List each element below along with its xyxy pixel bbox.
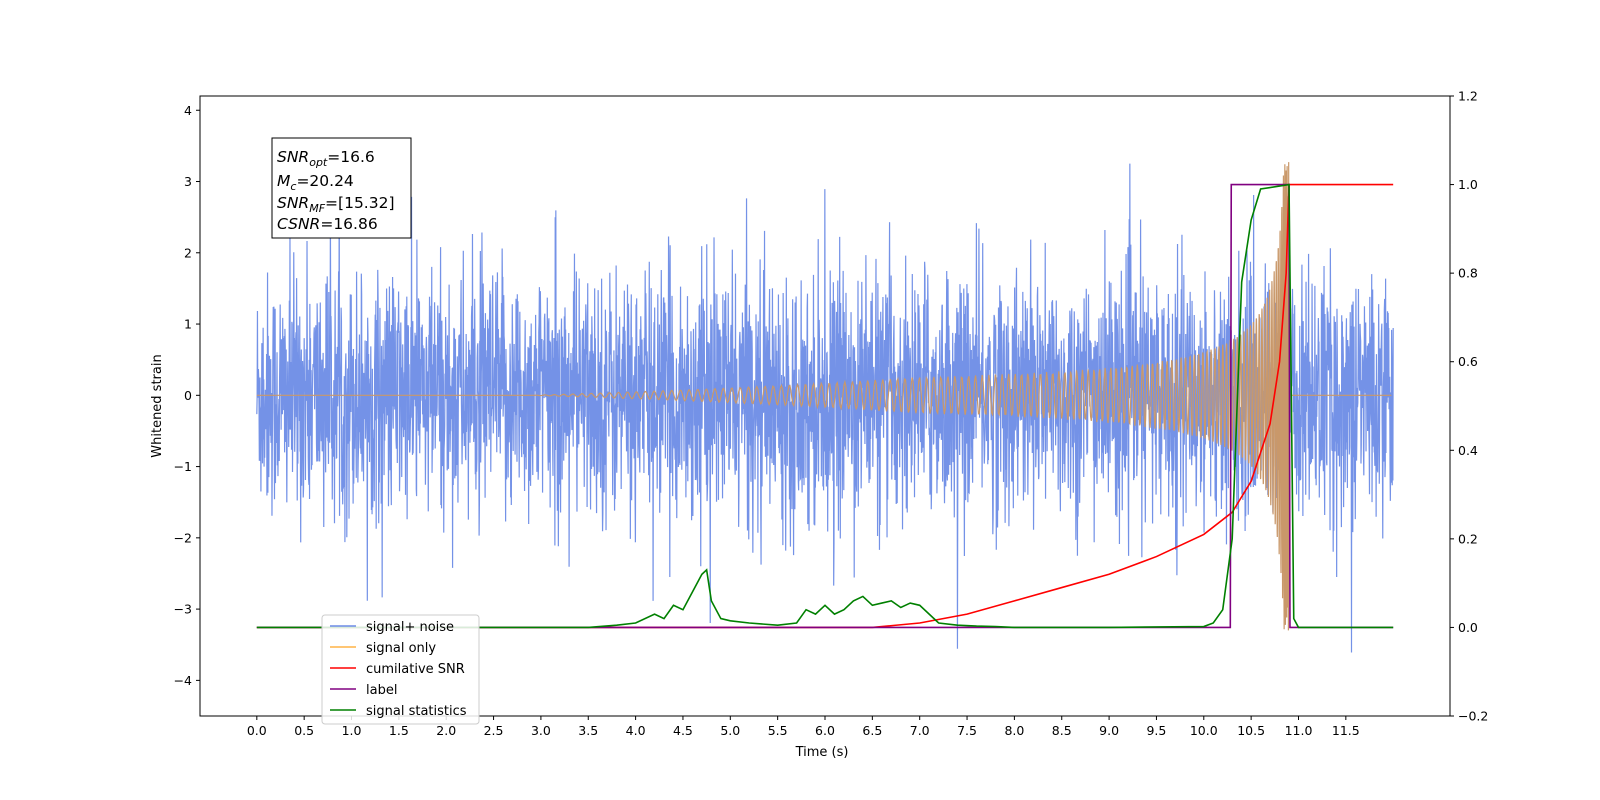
y2-tick-label: −0.2: [1458, 709, 1488, 724]
x-tick-label: 8.0: [1004, 723, 1024, 738]
y-tick-label: 2: [184, 245, 192, 260]
x-tick-label: 1.5: [389, 723, 409, 738]
y2-tick-label: 0.8: [1458, 266, 1478, 281]
annotation-csnr: CSNR=16.86: [277, 215, 378, 233]
y-tick-label: −2: [174, 530, 192, 545]
x-tick-label: 7.5: [957, 723, 977, 738]
y2-tick-label: 0.6: [1458, 354, 1478, 369]
x-tick-label: 2.5: [484, 723, 504, 738]
y-axis-left: −4 −3 −2 −1 0 1 2 3 4: [174, 103, 200, 688]
x-tick-label: 6.0: [815, 723, 835, 738]
x-tick-label: 0.5: [294, 723, 314, 738]
x-tick-label: 2.0: [436, 723, 456, 738]
annotation-box: SNRopt=16.6 Mc=20.24 SNRMF=[15.32] CSNR=…: [271, 137, 412, 239]
y-tick-label: 0: [184, 388, 192, 403]
series-signal-only: [256, 162, 1392, 631]
y-tick-label: −1: [174, 459, 192, 474]
x-tick-label: 9.5: [1146, 723, 1166, 738]
x-tick-label: 9.0: [1099, 723, 1119, 738]
y2-tick-label: 0.2: [1458, 531, 1478, 546]
x-tick-label: 3.0: [531, 723, 551, 738]
y-tick-label: −4: [174, 673, 192, 688]
legend-item-label: label: [366, 683, 397, 698]
annotation-snr-mf: SNRMF=[15.32]: [277, 194, 395, 215]
x-tick-label: 10.0: [1190, 723, 1218, 738]
x-axis-label: Time (s): [795, 745, 849, 760]
x-tick-label: 8.5: [1052, 723, 1072, 738]
y-tick-label: 1: [184, 317, 192, 332]
x-tick-label: 6.5: [862, 723, 882, 738]
x-tick-label: 11.5: [1332, 723, 1360, 738]
y-axis-label: Whitened strain: [150, 354, 165, 457]
series-cumulative-snr: [256, 183, 1394, 629]
legend-item-signal-statistics: signal statistics: [366, 704, 467, 719]
series-layer: [256, 162, 1394, 653]
x-tick-label: 0.0: [247, 723, 267, 738]
x-tick-label: 10.5: [1237, 723, 1265, 738]
y2-tick-label: 0.4: [1458, 443, 1478, 458]
legend-item-signal-only: signal only: [366, 641, 436, 656]
x-tick-label: 5.5: [768, 723, 788, 738]
legend: signal+ noise signal only cumilative SNR…: [321, 614, 480, 725]
annotation-snr-opt: SNRopt=16.6: [277, 148, 375, 169]
x-tick-label: 3.5: [578, 723, 598, 738]
series-signal-noise: [256, 163, 1394, 653]
x-tick-label: 7.0: [910, 723, 930, 738]
series-signal-statistics: [256, 183, 1394, 629]
y2-tick-label: 1.0: [1458, 177, 1478, 192]
legend-item-signal-noise: signal+ noise: [366, 620, 454, 635]
x-axis: 0.0 0.5 1.0 1.5 2.0 2.5 3.0 3.5 4.0 4.5 5.0 5.5 6.0 6…: [247, 716, 1360, 738]
y-tick-label: 4: [184, 103, 192, 118]
x-tick-label: 4.5: [673, 723, 693, 738]
x-tick-label: 5.0: [720, 723, 740, 738]
y2-tick-label: 0.0: [1458, 620, 1478, 635]
annotation-mc: Mc=20.24: [277, 172, 354, 193]
legend-item-cumulative-snr: cumilative SNR: [366, 662, 465, 677]
y-axis-right: −0.2 0.0 0.2 0.4 0.6 0.8 1.0 1.2: [1450, 89, 1488, 724]
y-tick-label: −3: [174, 602, 192, 617]
x-tick-label: 11.0: [1285, 723, 1313, 738]
y2-tick-label: 1.2: [1458, 89, 1478, 104]
x-tick-label: 1.0: [342, 723, 362, 738]
x-tick-label: 4.0: [626, 723, 646, 738]
y-tick-label: 3: [184, 174, 192, 189]
